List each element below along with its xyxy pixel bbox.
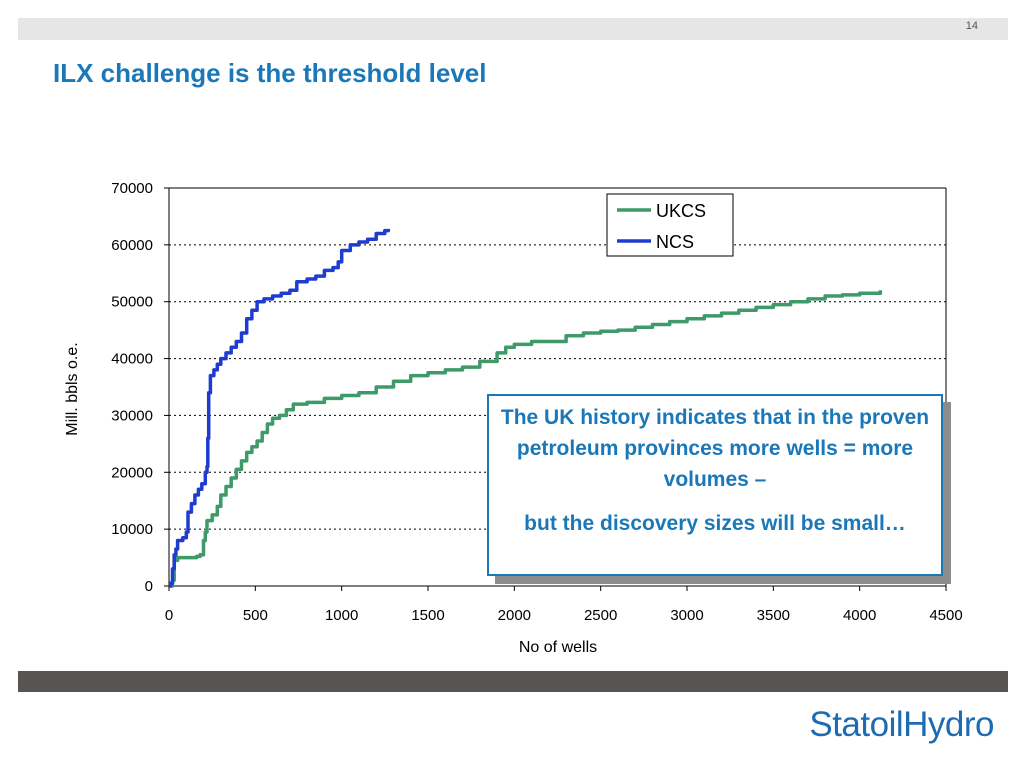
callout-box: The UK history indicates that in the pro… — [487, 394, 943, 576]
callout-text-2: but the discovery sizes will be small… — [524, 512, 906, 535]
x-tick-label: 500 — [243, 607, 268, 624]
statoilhydro-logo: StatoilHydro — [809, 705, 994, 744]
slide-title: ILX challenge is the threshold level — [53, 58, 487, 88]
series-line-ncs — [168, 228, 391, 588]
legend-label-ukcs: UKCS — [656, 201, 706, 221]
y-tick-label: 70000 — [111, 180, 153, 197]
x-tick-label: 4000 — [843, 607, 876, 624]
x-tick-label: 0 — [165, 607, 173, 624]
header-bar: 14 — [18, 18, 1008, 40]
series-line-ukcs — [169, 290, 883, 588]
legend-box — [606, 193, 734, 257]
y-tick-label: 60000 — [111, 237, 153, 254]
x-tick-label: 2000 — [498, 607, 531, 624]
x-tick-label: 1000 — [325, 607, 358, 624]
y-tick-label: 50000 — [111, 294, 153, 311]
y-tick-label: 20000 — [111, 464, 153, 481]
x-tick-label: 4500 — [929, 607, 962, 624]
y-tick-label: 10000 — [111, 521, 153, 538]
legend: UKCS NCS — [606, 193, 734, 257]
x-tick-label: 3500 — [757, 607, 790, 624]
y-tick-label: 0 — [145, 578, 153, 595]
x-axis-title: No of wells — [519, 639, 597, 656]
legend-label-ncs: NCS — [656, 232, 694, 252]
y-tick-label: 30000 — [111, 407, 153, 424]
callout-text-1: The UK history indicates that in the pro… — [500, 406, 930, 491]
footer-bar — [18, 671, 1008, 692]
axes — [168, 187, 947, 587]
y-tick-label: 40000 — [111, 351, 153, 368]
x-tick-label: 3000 — [670, 607, 703, 624]
tick-labels: 0 10000 20000 30000 40000 50000 60000 70000 0 500… — [111, 180, 962, 624]
x-tick-label: 2500 — [584, 607, 617, 624]
y-axis-title: Mill. bbls o.e. — [64, 342, 81, 435]
page-number: 14 — [965, 20, 978, 32]
x-tick-label: 1500 — [411, 607, 444, 624]
series-lines — [168, 228, 883, 588]
